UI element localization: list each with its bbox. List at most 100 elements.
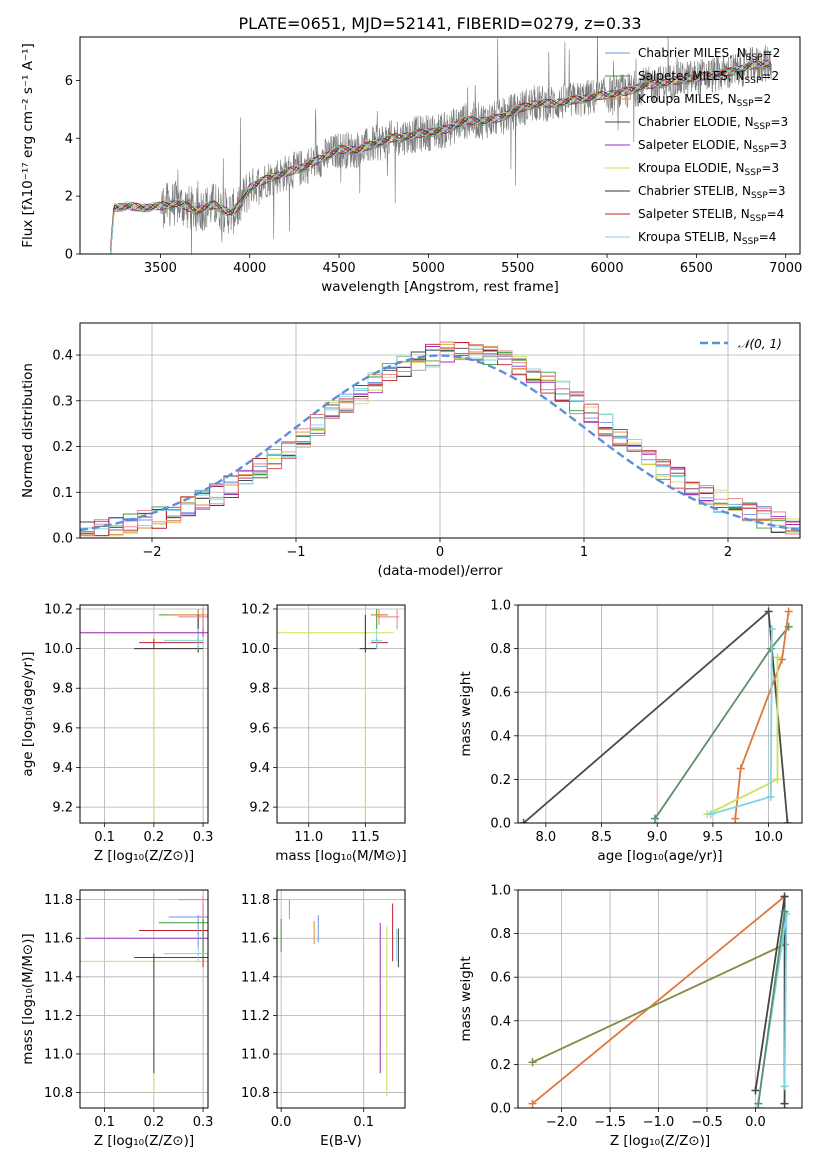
legend-val: =3 <box>770 115 788 129</box>
weight-point <box>767 624 776 633</box>
legend-text: Chabrier MILES, N <box>638 46 746 60</box>
weight-point <box>519 819 528 823</box>
x-tick-label: −2.0 <box>546 1115 578 1130</box>
legend-text: Kroupa MILES, N <box>638 92 737 106</box>
x-tick-label: 0.1 <box>94 1115 115 1130</box>
plot-frame <box>276 604 406 824</box>
legend-label: Kroupa STELIB, NSSP=4 <box>638 230 776 247</box>
x-axis-label: age [log₁₀(age/yr)] <box>597 848 722 864</box>
y-tick-label: 9.8 <box>249 682 270 697</box>
errorbars-mass_vs_Z <box>80 895 208 1097</box>
x-tick-label: −2 <box>142 545 161 560</box>
x-tick-label: 3500 <box>144 261 177 276</box>
y-tick-label: 11.2 <box>44 1009 73 1024</box>
figure-title: PLATE=0651, MJD=52141, FIBERID=0279, z=0… <box>238 14 641 33</box>
weight-line <box>523 609 789 823</box>
series-weight_vs_Z <box>528 892 791 1108</box>
x-tick-label: 6000 <box>591 261 624 276</box>
y-tick-label: 11.6 <box>241 932 270 947</box>
axes-mass_vs_EBV: 0.0 0.1 10.8 11.0 11.2 11.4 11.6 11.8 E(B-V) <box>241 890 405 1149</box>
legend-sub: SSP <box>751 191 768 201</box>
x-axis-label: Z [log₁₀(Z/Z⊙)] <box>94 1133 194 1149</box>
plot-frame <box>517 889 803 1109</box>
y-tick-label: 0.0 <box>490 817 511 832</box>
legend-sub: SSP <box>752 145 769 155</box>
y-tick-label: 6 <box>65 74 73 89</box>
legend-sub: SSP <box>742 237 759 247</box>
y-tick-label: 1.0 <box>490 599 511 614</box>
legend-label: Salpeter STELIB, NSSP=4 <box>638 207 784 224</box>
legend-val: =3 <box>768 184 786 198</box>
legend-sub: SSP <box>745 168 762 178</box>
weight-point <box>754 1099 763 1108</box>
residual-legend: 𝒩(0, 1) <box>700 337 782 351</box>
y-tick-label: 11.2 <box>241 1009 270 1024</box>
axes-age_vs_mass: 11.0 11.5 9.2 9.4 9.6 9.8 10.0 10.2 mass [log₁₀(… <box>241 602 407 864</box>
x-tick-label: 0.0 <box>271 1115 292 1130</box>
y-tick-label: 0.3 <box>52 394 73 409</box>
legend-val: =2 <box>761 69 779 83</box>
x-tick-label: −0.5 <box>691 1115 723 1130</box>
y-tick-label: 9.8 <box>52 682 73 697</box>
series-weight_vs_age <box>519 607 793 823</box>
y-tick-label: 0.0 <box>52 532 73 547</box>
x-tick-label: 11.0 <box>294 830 323 845</box>
weight-point <box>766 792 775 801</box>
weight-point <box>784 607 793 616</box>
plot-frame <box>79 889 209 1109</box>
x-tick-label: 1 <box>580 545 588 560</box>
legend-text: Salpeter STELIB, N <box>638 207 750 221</box>
y-axis-label: mass weight <box>458 671 474 756</box>
x-tick-label: 0 <box>436 545 444 560</box>
y-tick-label: 10.0 <box>44 642 73 657</box>
x-tick-label: 0.2 <box>144 830 165 845</box>
x-axis-label: wavelength [Angstrom, rest frame] <box>321 279 559 295</box>
legend-label: Chabrier ELODIE, NSSP=3 <box>638 115 788 132</box>
x-tick-label: 9.5 <box>703 830 724 845</box>
y-tick-label: 11.8 <box>44 893 73 908</box>
weight-point <box>780 892 789 901</box>
y-tick-label: 0.8 <box>490 642 511 657</box>
legend-val: =3 <box>761 161 779 175</box>
weight-point <box>751 1086 760 1095</box>
x-tick-label: 9.0 <box>647 830 668 845</box>
weight-point <box>773 653 782 662</box>
spectrum-model-line <box>110 59 771 254</box>
chart-layer: 3500 4000 4500 5000 5500 6000 6500 7000 0 2 4 6 wave… <box>20 36 803 1149</box>
y-tick-label: 0.8 <box>490 927 511 942</box>
y-tick-label: 11.4 <box>44 970 73 985</box>
x-tick-label: −1.0 <box>643 1115 675 1130</box>
weight-point <box>731 814 740 823</box>
x-tick-label: 2 <box>724 545 732 560</box>
weight-point <box>764 607 773 616</box>
weight-point <box>706 810 715 819</box>
errorbars-age_vs_Z <box>80 608 208 823</box>
y-axis-label: Normed distribution <box>20 363 36 498</box>
legend-label: Chabrier MILES, NSSP=2 <box>638 46 780 63</box>
y-tick-label: 0.1 <box>52 486 73 501</box>
axes-mass_vs_Z: 0.1 0.2 0.3 10.8 11.0 11.2 11.4 11.6 11.8 Z [log₁… <box>20 890 213 1149</box>
weight-line <box>734 611 790 819</box>
weight-point <box>780 1099 789 1108</box>
y-tick-label: 9.4 <box>52 761 73 776</box>
weight-point <box>736 764 745 773</box>
legend-val: =4 <box>759 230 777 244</box>
x-axis-label: mass [log₁₀(M/M⊙)] <box>275 848 406 864</box>
weight-point <box>780 1082 789 1091</box>
legend-label: Kroupa MILES, NSSP=2 <box>638 92 771 109</box>
legend-text: Kroupa STELIB, N <box>638 230 742 244</box>
legend-text: Kroupa ELODIE, N <box>638 161 745 175</box>
y-tick-label: 2 <box>65 190 73 205</box>
legend-val: =2 <box>763 46 781 60</box>
y-tick-label: 10.2 <box>44 602 73 617</box>
x-tick-label: 0.1 <box>353 1115 374 1130</box>
x-tick-label: 10.0 <box>754 830 783 845</box>
gaussian-curve <box>80 354 800 532</box>
legend-label: Salpeter MILES, NSSP=2 <box>638 69 779 86</box>
weight-point <box>766 644 775 653</box>
spectrum-lines <box>110 37 772 254</box>
axes-spectrum: 3500 4000 4500 5000 5500 6000 6500 7000 0 2 4 6 wave… <box>20 43 802 295</box>
plot-frame <box>79 322 801 539</box>
x-tick-label: 7000 <box>769 261 802 276</box>
y-tick-label: 11.8 <box>241 893 270 908</box>
